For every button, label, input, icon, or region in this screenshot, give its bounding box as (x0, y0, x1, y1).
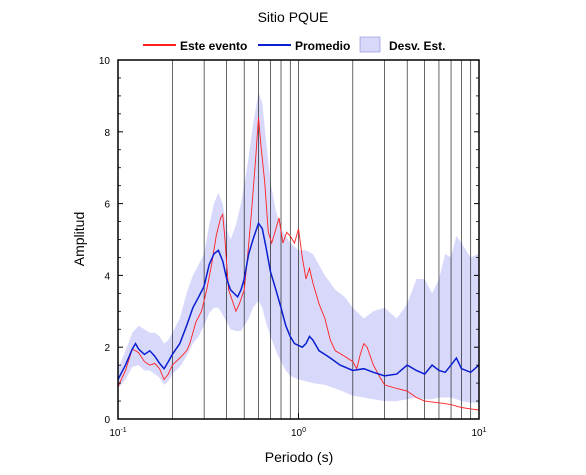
legend-label-desv-est: Desv. Est. (389, 39, 445, 53)
x-tick-label: 101 (471, 427, 486, 439)
y-tick-label: 6 (104, 200, 110, 211)
y-tick-label: 10 (99, 56, 111, 67)
x-axis-ticks: 10-1 100 101 (109, 413, 487, 439)
std-dev-band (118, 92, 479, 403)
y-axis-label: Amplitud (71, 212, 87, 266)
x-tick-label: 10-1 (109, 427, 126, 439)
y-tick-label: 8 (104, 128, 110, 139)
series-line-este-evento (117, 117, 480, 411)
series-line-promedio (117, 221, 480, 380)
y-tick-label: 2 (104, 343, 110, 354)
y-axis-ticks: 0 2 4 6 8 10 (99, 56, 479, 426)
chart-title: Sitio PQUE (258, 9, 329, 25)
grid-lines (172, 60, 472, 419)
plot-area: 0 2 4 6 8 10 10-1 100 101 (99, 56, 487, 439)
y-tick-label: 0 (104, 415, 110, 426)
legend-label-este-evento: Este evento (180, 39, 247, 53)
y-tick-label: 4 (104, 271, 110, 282)
legend: Este evento Promedio Desv. Est. (143, 36, 445, 53)
legend-swatch-desv-est (359, 36, 381, 53)
legend-label-promedio: Promedio (295, 39, 350, 53)
x-tick-label: 100 (291, 427, 306, 439)
x-axis-label: Periodo (s) (265, 449, 333, 465)
